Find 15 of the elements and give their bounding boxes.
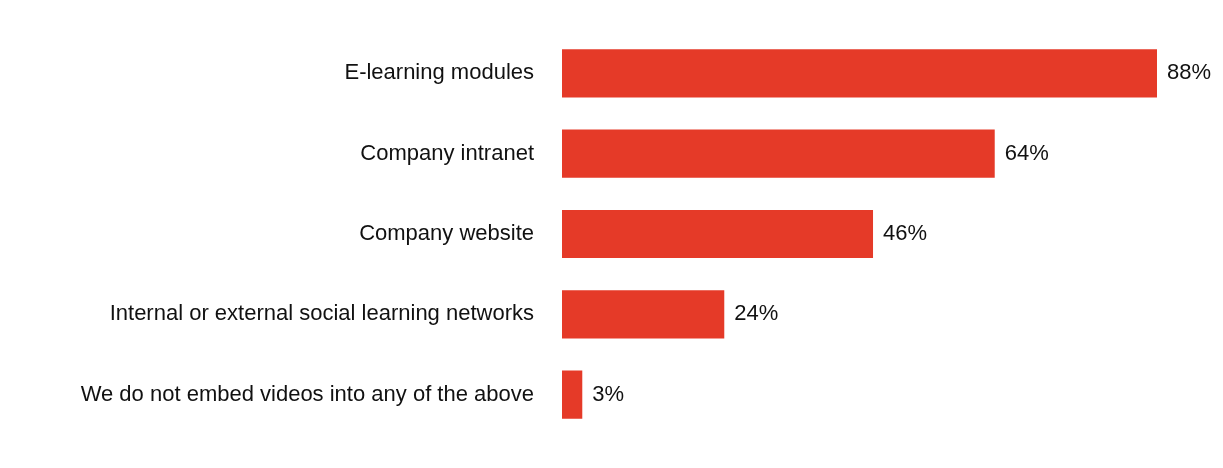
- data-label: 46%: [883, 220, 928, 246]
- bar: [562, 370, 583, 419]
- y-tick-label: Company website: [359, 220, 534, 246]
- bar: [562, 129, 995, 178]
- data-label: 64%: [1004, 139, 1049, 165]
- bar: [562, 290, 725, 339]
- bar: [562, 209, 874, 259]
- bar: [562, 49, 1157, 98]
- y-tick-label: We do not embed videos into any of the above: [80, 380, 534, 406]
- y-tick-label: Internal or external social learning networks: [109, 300, 534, 326]
- y-tick-label: E-learning modules: [344, 59, 534, 85]
- data-label: 24%: [734, 300, 779, 326]
- data-label: 88%: [1167, 59, 1212, 85]
- y-tick-label: Company intranet: [360, 139, 534, 165]
- data-label: 3%: [592, 380, 625, 406]
